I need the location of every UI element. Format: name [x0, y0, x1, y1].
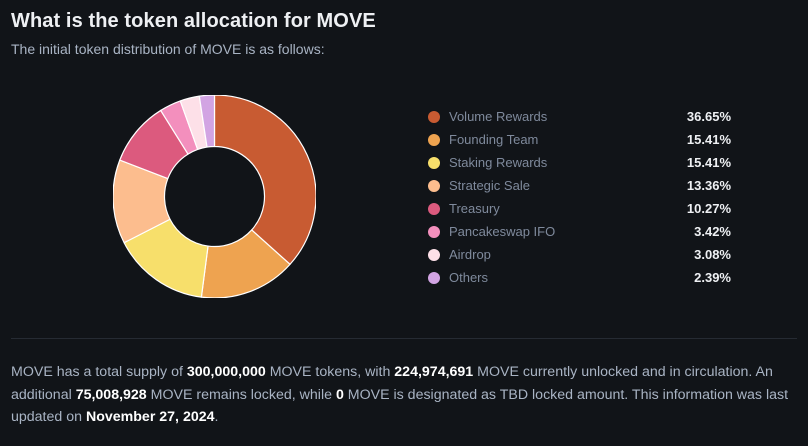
- legend-swatch: [428, 202, 440, 215]
- legend-label: Volume Rewards: [449, 109, 548, 124]
- summary-text: MOVE tokens, with: [265, 364, 395, 380]
- legend-item-staking-rewards[interactable]: Staking Rewards 15.41%: [428, 151, 731, 174]
- legend-swatch: [428, 225, 440, 238]
- section-divider: [11, 338, 797, 339]
- legend-value: 2.39%: [694, 270, 731, 285]
- legend-item-volume-rewards[interactable]: Volume Rewards 36.65%: [428, 105, 731, 128]
- summary-text: MOVE is designated as TBD locked amount.…: [11, 386, 789, 426]
- legend-value: 3.42%: [694, 224, 731, 239]
- legend-label: Airdrop: [449, 247, 491, 262]
- total-supply-value: 300,000,000: [186, 364, 266, 380]
- summary-text: .: [214, 409, 219, 425]
- legend-item-strategic-sale[interactable]: Strategic Sale 13.36%: [428, 174, 731, 197]
- legend-swatch: [428, 133, 440, 146]
- donut-slice-volume-rewards[interactable]: [213, 95, 317, 265]
- last-updated-date: November 27, 2024: [85, 409, 215, 425]
- legend-item-treasury[interactable]: Treasury 10.27%: [428, 197, 731, 220]
- page-subtitle: The initial token distribution of MOVE i…: [11, 41, 325, 57]
- page-title: What is the token allocation for MOVE: [11, 10, 376, 32]
- summary-text: MOVE has a total supply of: [11, 364, 187, 380]
- legend-value: 36.65%: [686, 109, 731, 124]
- supply-summary: MOVE has a total supply of 300,000,000 M…: [11, 361, 801, 429]
- legend-label: Others: [449, 270, 489, 285]
- legend-swatch: [428, 271, 440, 284]
- legend-label: Strategic Sale: [449, 178, 530, 193]
- legend-item-pancakeswap-ifo[interactable]: Pancakeswap IFO 3.42%: [428, 220, 731, 243]
- legend-value: 15.41%: [686, 155, 731, 170]
- legend-label: Founding Team: [449, 132, 539, 147]
- legend-swatch: [428, 110, 440, 123]
- summary-text: MOVE currently unlocked and in circulati…: [11, 364, 773, 403]
- legend-label: Treasury: [449, 201, 500, 216]
- tbd-locked-value: 0: [335, 386, 344, 403]
- chart-legend: Volume Rewards 36.65% Founding Team 15.41% S…: [428, 105, 731, 289]
- donut-chart: [113, 95, 316, 298]
- summary-text: MOVE remains locked, while: [146, 386, 336, 403]
- legend-value: 10.27%: [686, 201, 731, 216]
- legend-label: Pancakeswap IFO: [449, 224, 556, 239]
- legend-swatch: [428, 179, 440, 192]
- legend-item-founding-team[interactable]: Founding Team 15.41%: [428, 128, 731, 151]
- legend-label: Staking Rewards: [449, 155, 548, 170]
- legend-value: 15.41%: [686, 132, 731, 147]
- legend-value: 3.08%: [694, 247, 731, 262]
- legend-swatch: [428, 156, 440, 169]
- legend-value: 13.36%: [686, 178, 731, 193]
- locked-supply-value: 75,008,928: [75, 386, 147, 403]
- donut-slice-others[interactable]: [198, 95, 216, 148]
- unlocked-supply-value: 224,974,691: [394, 364, 474, 380]
- legend-item-others[interactable]: Others 2.39%: [428, 266, 731, 289]
- legend-item-airdrop[interactable]: Airdrop 3.08%: [428, 243, 731, 266]
- legend-swatch: [428, 248, 440, 261]
